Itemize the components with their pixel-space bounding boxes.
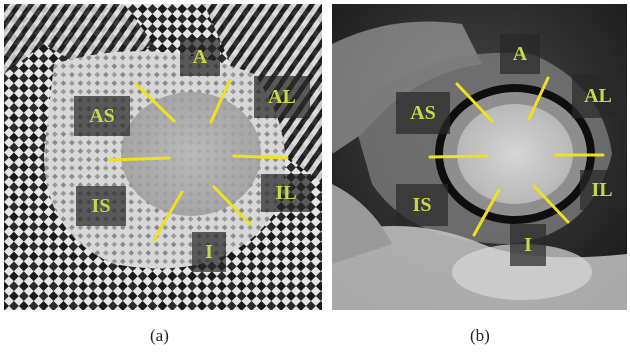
segment-label-IL: IL [261,174,311,212]
caption-panel-b: (b) [470,326,490,345]
segment-label-AS: AS [396,92,450,134]
segment-label-I: I [510,224,546,266]
segment-label-AL: AL [572,74,624,118]
image-panel-b: A AL AS IS IL I [332,4,627,310]
image-panel-a: A AL AS IS IL I [4,4,322,310]
segment-dividers [428,76,605,237]
segment-dividers [107,78,289,242]
segment-label-IL: IL [580,170,624,210]
segment-label-IS: IS [396,184,448,226]
segment-label-IS: IS [76,186,126,226]
caption-panel-a: (a) [150,326,169,345]
mri-grid-image [4,4,322,310]
segment-label-AL: AL [254,76,310,118]
segment-label-A: A [180,38,220,76]
segment-label-I: I [192,232,226,272]
segment-label-A: A [500,34,540,74]
mri-clean-image [332,4,627,310]
segment-label-AS: AS [74,96,130,136]
